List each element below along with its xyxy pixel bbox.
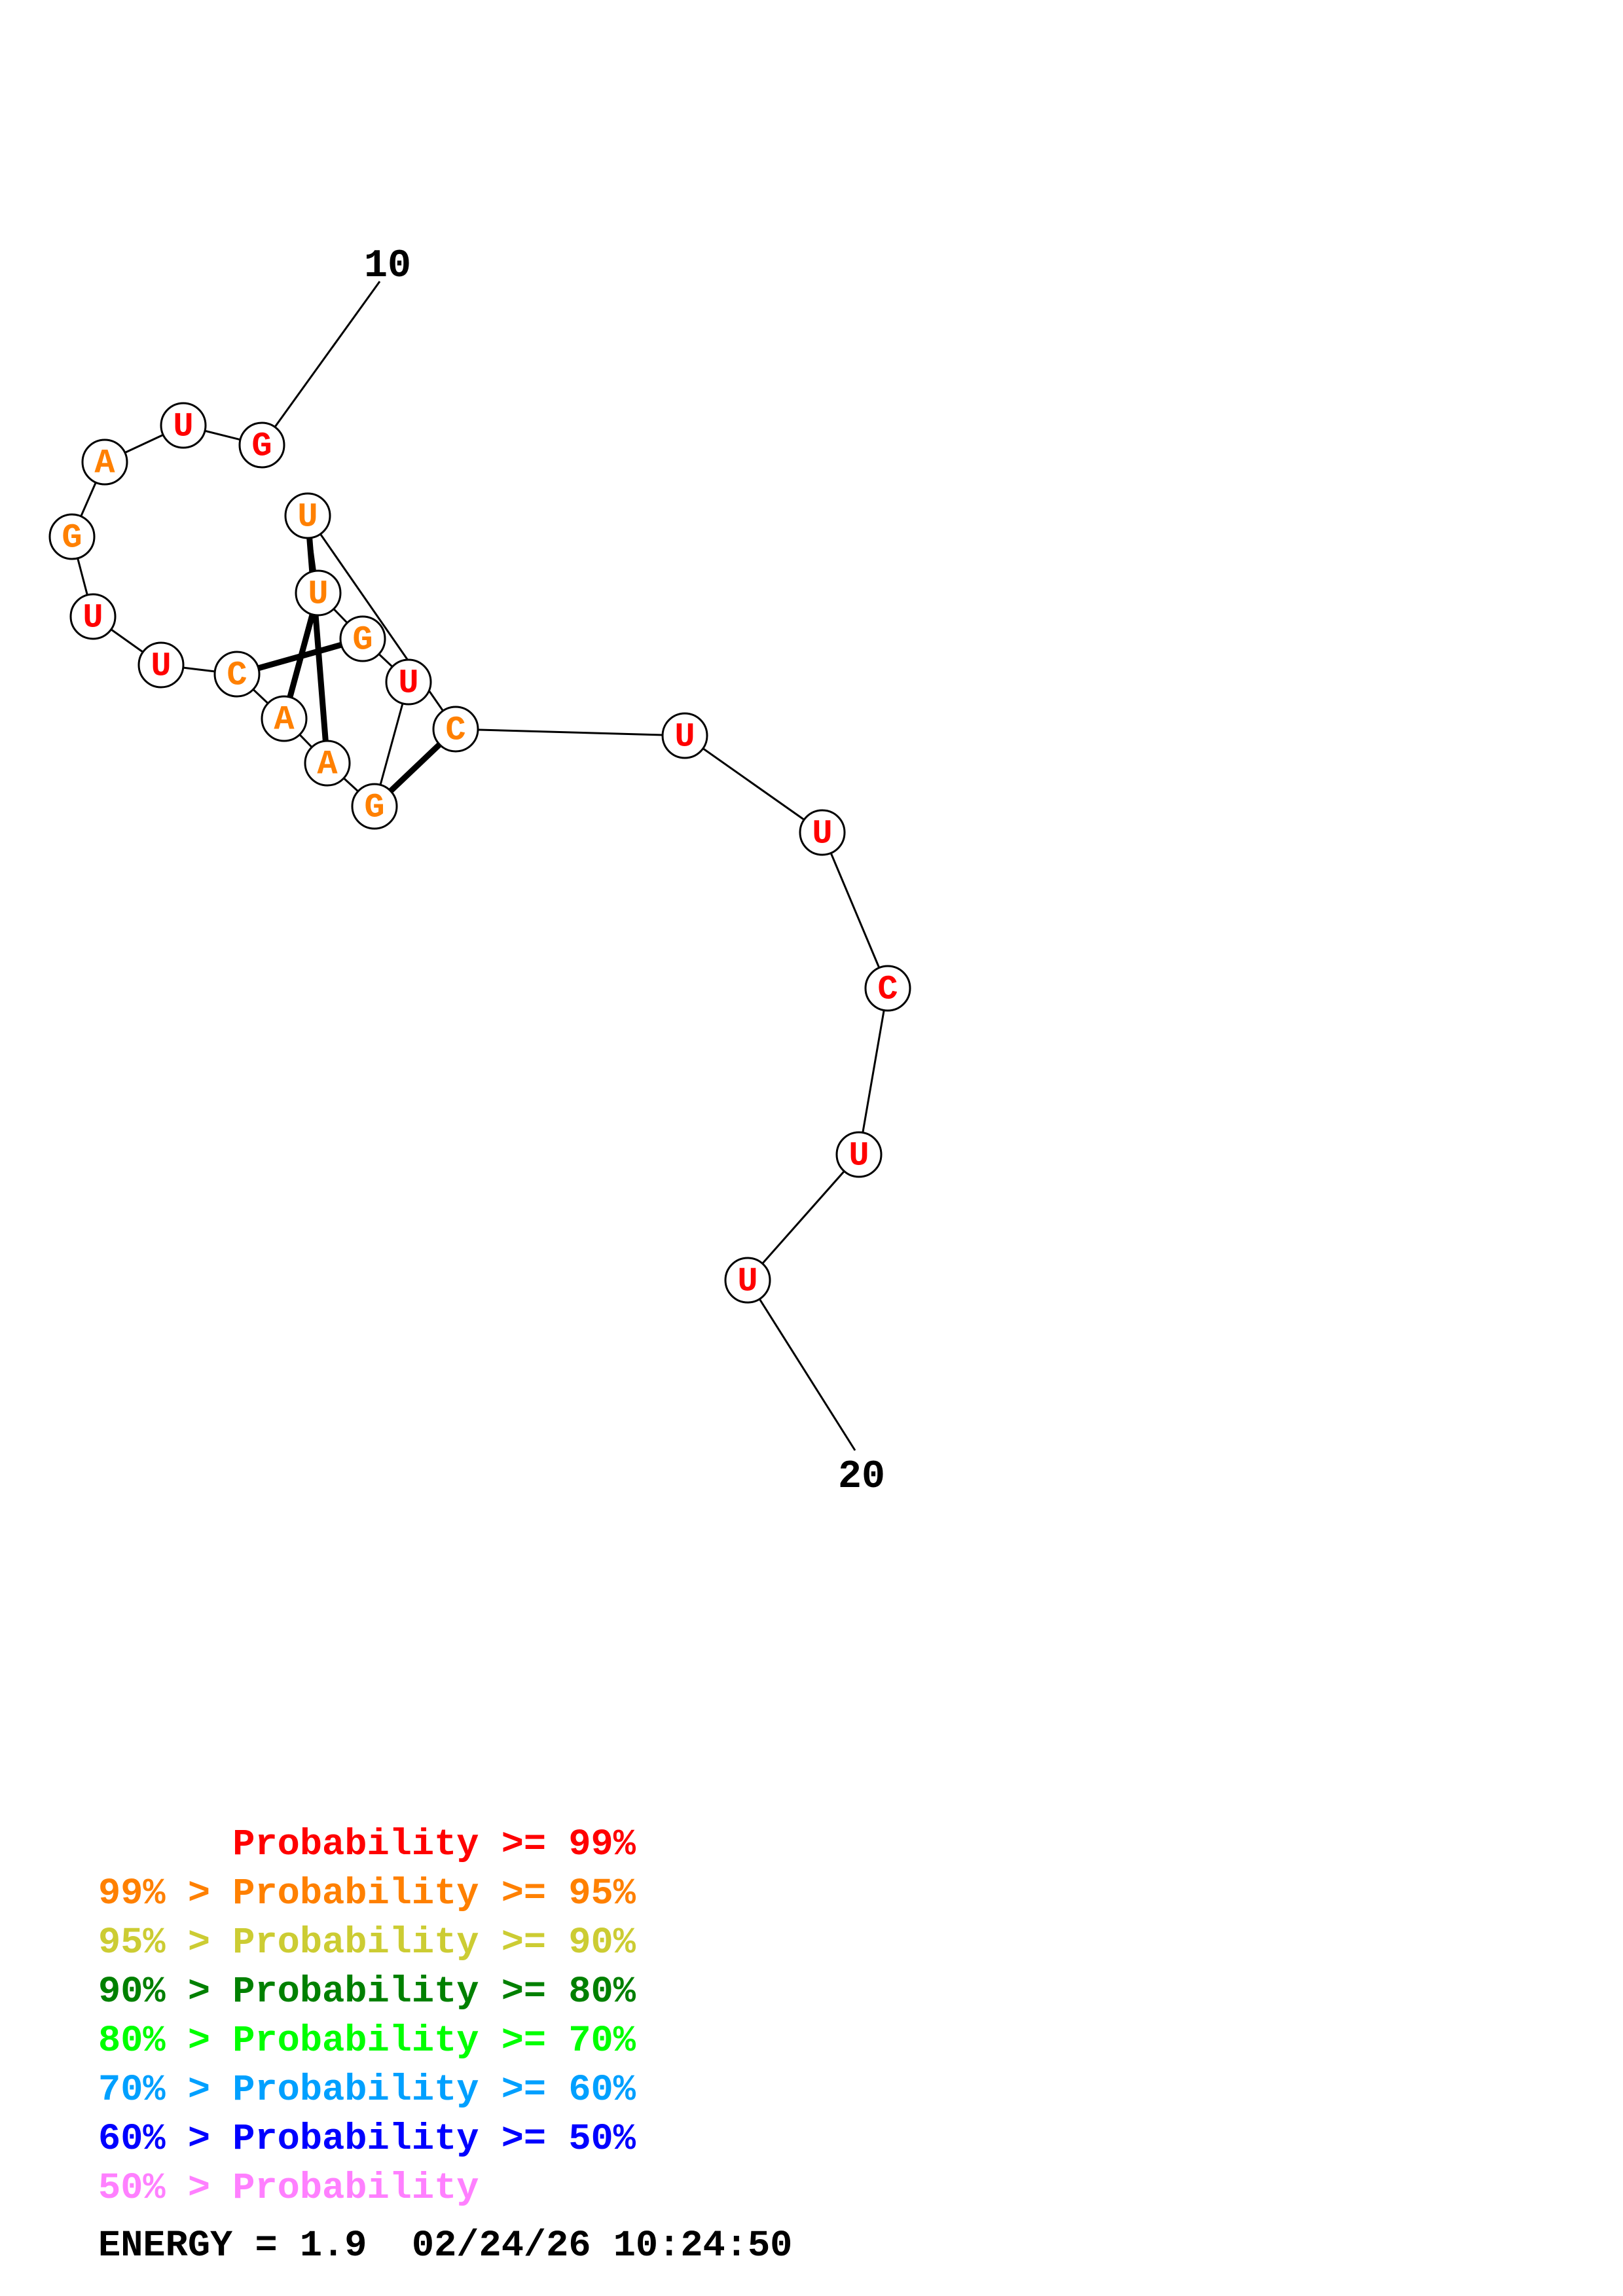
nucleotide-circle (81, 439, 128, 486)
nucleotide-circle (835, 1131, 883, 1178)
nucleotide-22: U (295, 569, 342, 617)
backbone-segment (261, 281, 381, 446)
legend-entry: 80% > Probability >= 70% (98, 2020, 636, 2062)
nucleotide-base-label: G (352, 621, 373, 660)
legend-entry: 50% > Probability (98, 2168, 479, 2210)
backbone-segment (746, 1154, 860, 1281)
nucleotide-17: A (261, 695, 308, 742)
backbone-segment (455, 728, 685, 737)
nucleotide-27: C (864, 965, 911, 1012)
nucleotide-circle (284, 492, 331, 539)
nucleotide-28: U (835, 1131, 883, 1178)
nucleotide-base-label: U (173, 408, 193, 446)
nucleotide-16: C (213, 651, 261, 698)
nucleotide-base-label: A (317, 745, 338, 784)
nucleotide-base-label: G (364, 789, 384, 827)
nucleotide-21: G (339, 615, 386, 662)
nucleotide-29: U (724, 1257, 771, 1304)
nucleotide-circle (69, 593, 117, 640)
nucleotide-circle (351, 783, 398, 830)
nucleotide-14: U (69, 593, 117, 640)
nucleotide-base-label: U (398, 664, 418, 703)
start-position-label: 10 (364, 244, 411, 289)
nucleotide-base-label: U (674, 718, 695, 757)
nucleotide-base-label: C (445, 711, 465, 750)
nucleotide-base-label: U (737, 1263, 757, 1301)
nucleotide-circle (339, 615, 386, 662)
nucleotide-13: G (48, 513, 96, 560)
nucleotide-circle (432, 706, 479, 753)
legend-entry: 90% > Probability >= 80% (98, 1971, 636, 2013)
nucleotide-26: U (799, 809, 846, 856)
nucleotide-base-label: G (62, 519, 82, 558)
nucleotide-circle (864, 965, 911, 1012)
nucleotide-base-label: U (297, 498, 318, 537)
nucleotide-circle (261, 695, 308, 742)
nucleotide-25: U (661, 712, 708, 759)
nucleotide-circle (295, 569, 342, 617)
energy-footer: ENERGY = 1.9 02/24/26 10:24:50 (98, 2225, 793, 2267)
probability-legend: Probability >= 99% 99% > Probability >= 9… (98, 1821, 636, 2214)
nucleotide-base-label: A (94, 444, 115, 483)
backbone-segment (858, 988, 889, 1155)
nucleotide-base-label: U (82, 599, 103, 637)
nucleotide-20: U (385, 658, 432, 706)
nucleotide-base-label: U (151, 647, 171, 686)
backbone-segment (821, 832, 889, 989)
legend-entry: 95% > Probability >= 90% (98, 1922, 636, 1964)
end-position-label: 20 (838, 1455, 885, 1499)
nucleotide-circle (385, 658, 432, 706)
nucleotide-base-label: A (274, 701, 295, 740)
nucleotide-10: G (238, 422, 285, 469)
nucleotide-circle (238, 422, 285, 469)
backbone-segment (684, 734, 823, 834)
legend-entry: 70% > Probability >= 60% (98, 2070, 636, 2111)
legend-entry: 60% > Probability >= 50% (98, 2119, 636, 2161)
nucleotide-base-label: U (308, 575, 328, 614)
nucleotide-24: C (432, 706, 479, 753)
nucleotide-base-label: U (812, 815, 832, 853)
nucleotide-23: U (284, 492, 331, 539)
nucleotide-circle (48, 513, 96, 560)
nucleotide-circle (799, 809, 846, 856)
nucleotide-19: G (351, 783, 398, 830)
nucleotide-base-label: C (877, 971, 898, 1009)
nucleotide-base-label: U (848, 1137, 869, 1175)
nucleotide-circle (160, 402, 207, 449)
nucleotide-12: A (81, 439, 128, 486)
nucleotide-circle (724, 1257, 771, 1304)
nucleotide-circle (137, 641, 185, 689)
legend-entry: 99% > Probability >= 95% (98, 1873, 636, 1915)
nucleotide-15: U (137, 641, 185, 689)
base-pair-bond (304, 515, 331, 764)
legend-entry: Probability >= 99% (98, 1824, 636, 1866)
nucleotide-base-label: C (227, 656, 247, 695)
nucleotide-11: U (160, 402, 207, 449)
nucleotide-base-label: G (251, 427, 272, 466)
nucleotide-circle (304, 740, 351, 787)
nucleotide-18: A (304, 740, 351, 787)
nucleotide-circle (213, 651, 261, 698)
backbone-segment (306, 515, 457, 730)
nucleotide-circle (661, 712, 708, 759)
backbone-segment (746, 1280, 856, 1451)
